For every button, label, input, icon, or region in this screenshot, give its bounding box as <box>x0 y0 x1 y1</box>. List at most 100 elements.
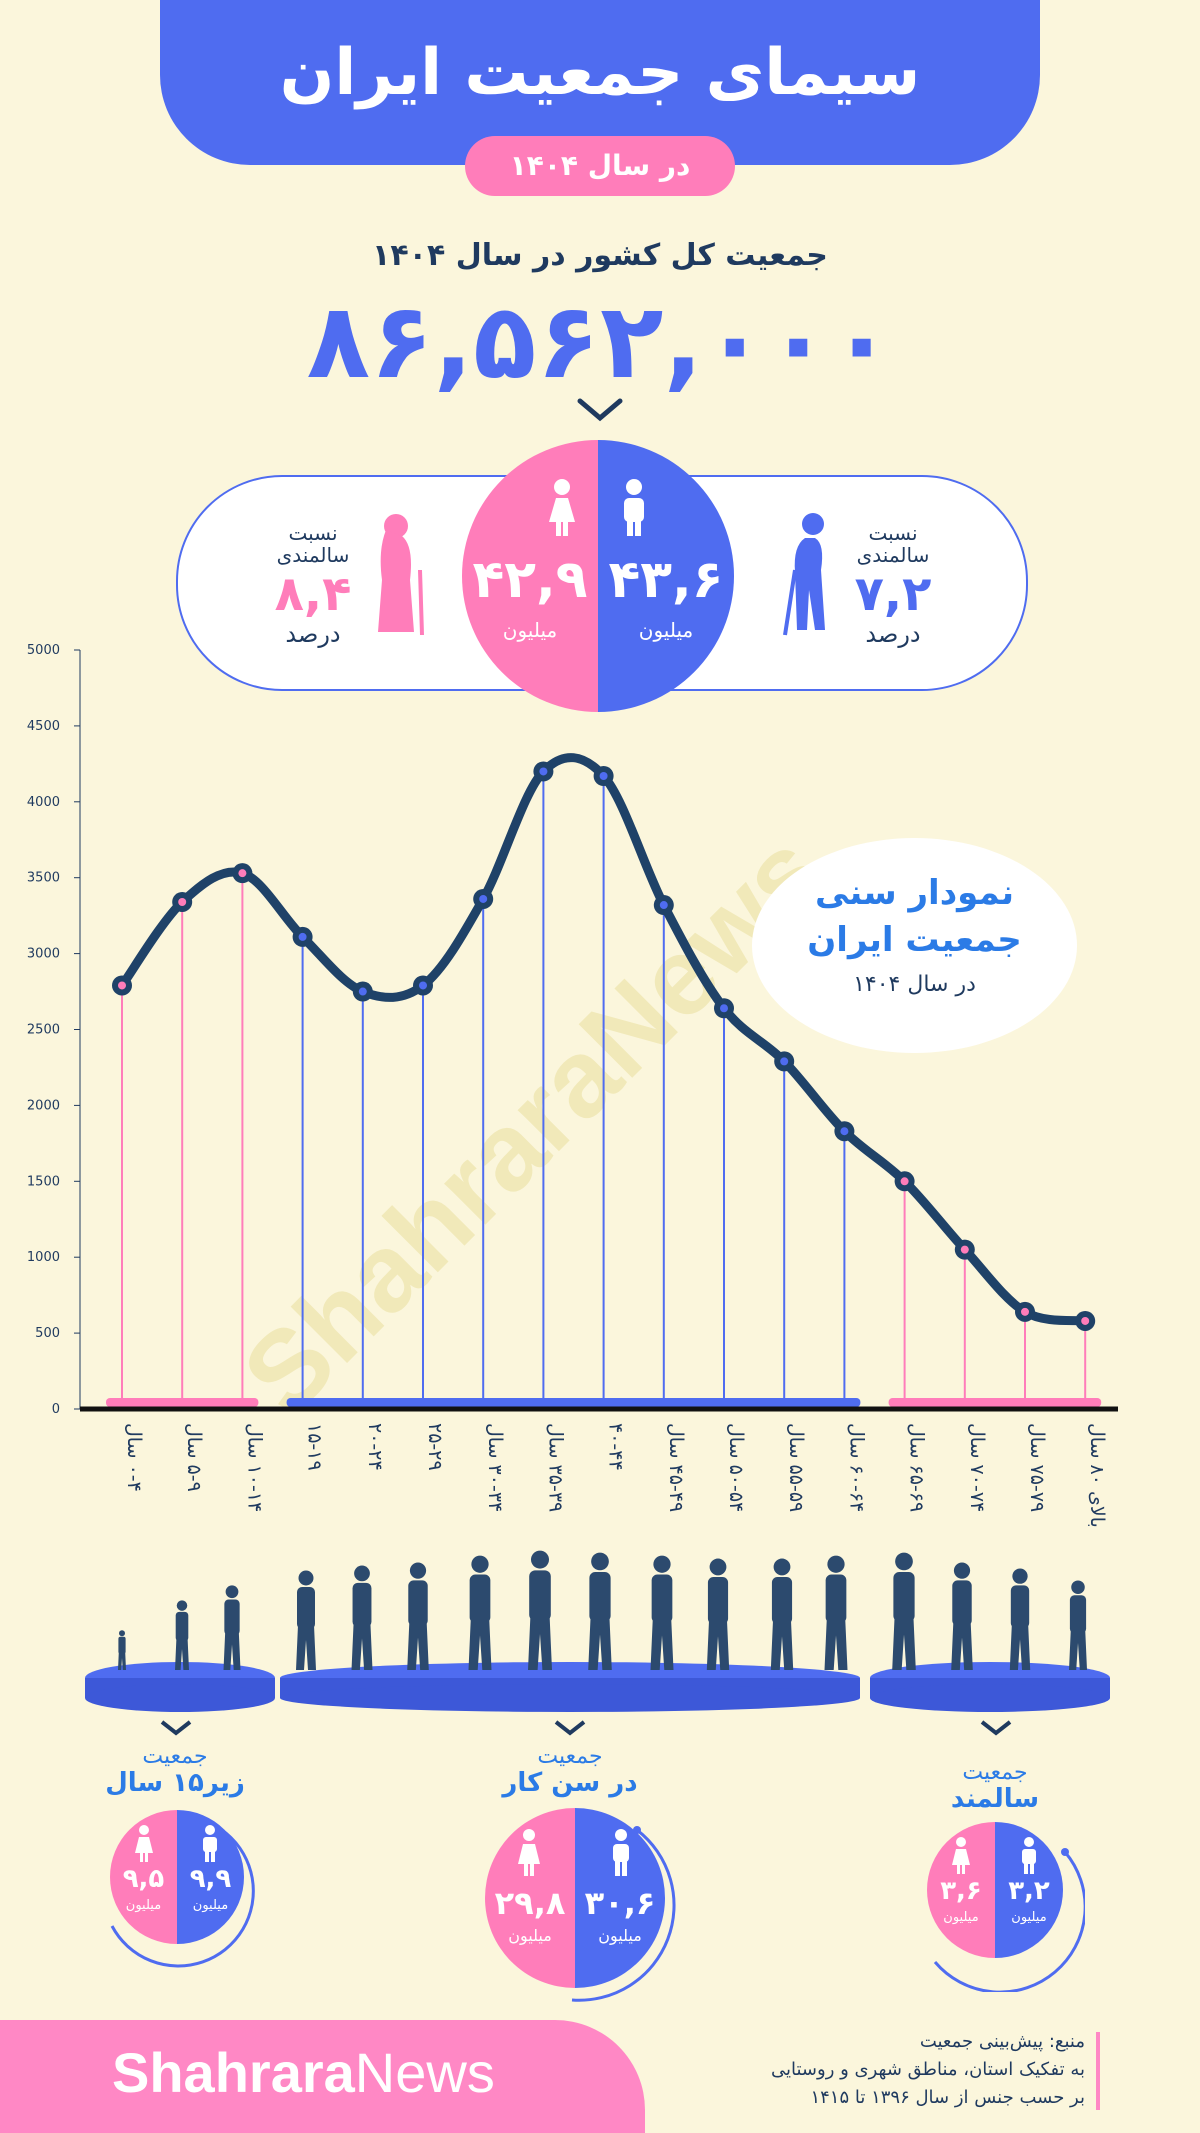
female-ratio-label-2: سالمندی <box>276 543 350 567</box>
x-tick-label: ۱۰-۱۴ سال <box>243 1423 265 1512</box>
age-chart: ShahraraNews 050010001500200025003000350… <box>27 643 1118 1528</box>
page-title: سیمای جمعیت ایران <box>279 36 921 110</box>
chevron-down-icon <box>980 1720 1012 1736</box>
data-point-center <box>659 901 668 910</box>
group-child-title-2: زیر۱۵ سال <box>105 1768 245 1798</box>
callout-line-2: جمعیت ایران <box>807 920 1022 960</box>
group-elder-female: ۳,۶ <box>940 1876 982 1906</box>
person-silhouette <box>892 1552 916 1670</box>
data-point-center <box>298 932 307 941</box>
female-icon <box>518 1829 540 1876</box>
group-child-circle: ۹,۵ میلیون ۹,۹ میلیون <box>110 1810 244 1944</box>
group-work-title-2: در سن کار <box>502 1768 638 1798</box>
data-point-center <box>238 869 247 878</box>
total-population-value: ۸۶,۵۶۲,۰۰۰ <box>306 280 894 402</box>
work-platform-base <box>280 1684 860 1712</box>
age-group-bar-child <box>106 1398 259 1407</box>
group-elder-circle: ۳,۶ میلیون ۳,۲ میلیون <box>927 1822 1063 1958</box>
data-points <box>112 761 1096 1331</box>
person-silhouette <box>468 1555 492 1670</box>
age-group-bar-elder <box>888 1398 1102 1407</box>
person-silhouette <box>528 1550 552 1670</box>
data-point-center <box>479 894 488 903</box>
female-ratio-unit: درصد <box>285 620 341 648</box>
group-elder-female-unit: میلیون <box>943 1910 979 1925</box>
elderly-woman-icon <box>378 514 424 636</box>
person-silhouette <box>1009 1568 1031 1670</box>
male-icon <box>624 479 644 536</box>
y-tick-label: 500 <box>35 1326 60 1341</box>
y-tick-label: 2000 <box>27 1098 60 1113</box>
male-elderly-ratio: ۷,۲ <box>854 566 932 622</box>
group-work-female-unit: میلیون <box>508 1926 552 1945</box>
person-silhouette <box>824 1555 848 1670</box>
group-work-title-1: جمعیت <box>537 1744 603 1769</box>
data-point-center <box>960 1245 969 1254</box>
data-point-center <box>720 1004 728 1013</box>
drop-lines <box>121 771 1087 1399</box>
y-tick-label: 3500 <box>27 871 60 886</box>
female-half <box>462 440 598 712</box>
group-work-male-unit: میلیون <box>598 1926 642 1945</box>
data-point-center <box>1021 1307 1029 1316</box>
group-work-circle: ۲۹,۸ میلیون ۳۰,۶ میلیون <box>485 1808 665 1988</box>
x-tick-label: ۲۵-۲۹ <box>424 1423 446 1471</box>
group-child-title-1: جمعیت <box>142 1744 208 1769</box>
person-silhouette <box>223 1585 241 1670</box>
brand-bold: Shahrara <box>112 2041 355 2104</box>
x-tick-label: ۵۵-۵۹ سال <box>785 1423 807 1512</box>
person-silhouette <box>118 1630 126 1670</box>
female-icon <box>952 1837 970 1874</box>
male-icon <box>613 1829 629 1876</box>
male-unit: میلیون <box>638 618 694 642</box>
year-pill: در سال ۱۴۰۴ <box>465 136 735 196</box>
person-silhouette <box>650 1555 674 1670</box>
group-work-female: ۲۹,۸ <box>494 1884 566 1922</box>
x-tick-label: بالای ۸۰ سال <box>1086 1423 1108 1528</box>
x-tick-label: ۲۰-۲۴ <box>364 1423 386 1471</box>
group-elder-ring <box>933 1848 1085 1992</box>
child-platform-base <box>85 1684 275 1712</box>
y-tick-label: 4000 <box>27 795 60 810</box>
data-point-center <box>539 767 548 776</box>
population-silhouettes <box>85 1550 1110 1712</box>
y-tick-label: 0 <box>52 1402 60 1417</box>
x-tick-label: ۳۵-۳۹ سال <box>544 1423 566 1512</box>
chart-callout <box>752 838 1077 1053</box>
person-silhouette <box>296 1570 316 1670</box>
male-ratio-unit: درصد <box>865 620 921 648</box>
y-tick-label: 3000 <box>27 947 60 962</box>
data-point-center <box>178 897 187 906</box>
group-child-male: ۹,۹ <box>189 1864 232 1894</box>
chart-groups <box>106 1398 1102 1407</box>
group-elder-title-1: جمعیت <box>962 1760 1028 1785</box>
x-axis-labels: ۰-۴ سال ۵-۹ سال ۱۰-۱۴ سال ۱۵-۱۹ ۲۰-۲۴ ۲۵-۲۹ ۳۰… <box>123 1423 1108 1528</box>
female-population: ۴۲,۹ <box>472 550 588 610</box>
group-work-male: ۳۰,۶ <box>584 1884 656 1922</box>
footer-brand-panel <box>0 2020 645 2133</box>
x-tick-label: ۱۵-۱۹ <box>304 1423 326 1471</box>
group-elder-male-unit: میلیون <box>1011 1910 1047 1925</box>
male-population: ۴۳,۶ <box>608 550 724 610</box>
chevron-down-icon <box>160 1720 192 1736</box>
group-child-female-unit: میلیون <box>125 1898 162 1913</box>
data-point-center <box>1081 1316 1090 1325</box>
y-tick-label: 4500 <box>27 719 60 734</box>
y-axis: 0 500 1000 1500 2000 2500 3000 3500 4000 4500 5000 <box>27 643 81 1417</box>
x-tick-label: ۶۵-۶۹ سال <box>906 1423 928 1512</box>
male-ratio-label-2: سالمندی <box>856 543 930 567</box>
female-ratio-label-1: نسبت <box>288 521 338 545</box>
data-point-center <box>900 1177 909 1186</box>
x-tick-label: ۴۵-۴۹ سال <box>665 1423 687 1512</box>
x-tick-label: ۳۰-۳۴ سال <box>484 1423 506 1512</box>
source-accent <box>1096 2032 1100 2110</box>
x-tick-label: ۵-۹ سال <box>183 1423 205 1492</box>
person-silhouette <box>407 1562 429 1670</box>
group-elder-title-2: سالمند <box>950 1784 1040 1814</box>
x-tick-label: ۶۰-۶۴ سال <box>845 1423 867 1512</box>
y-tick-label: 2500 <box>27 1023 60 1038</box>
person-silhouette <box>951 1562 973 1670</box>
person-silhouette <box>351 1565 373 1670</box>
data-point-center <box>780 1057 789 1066</box>
